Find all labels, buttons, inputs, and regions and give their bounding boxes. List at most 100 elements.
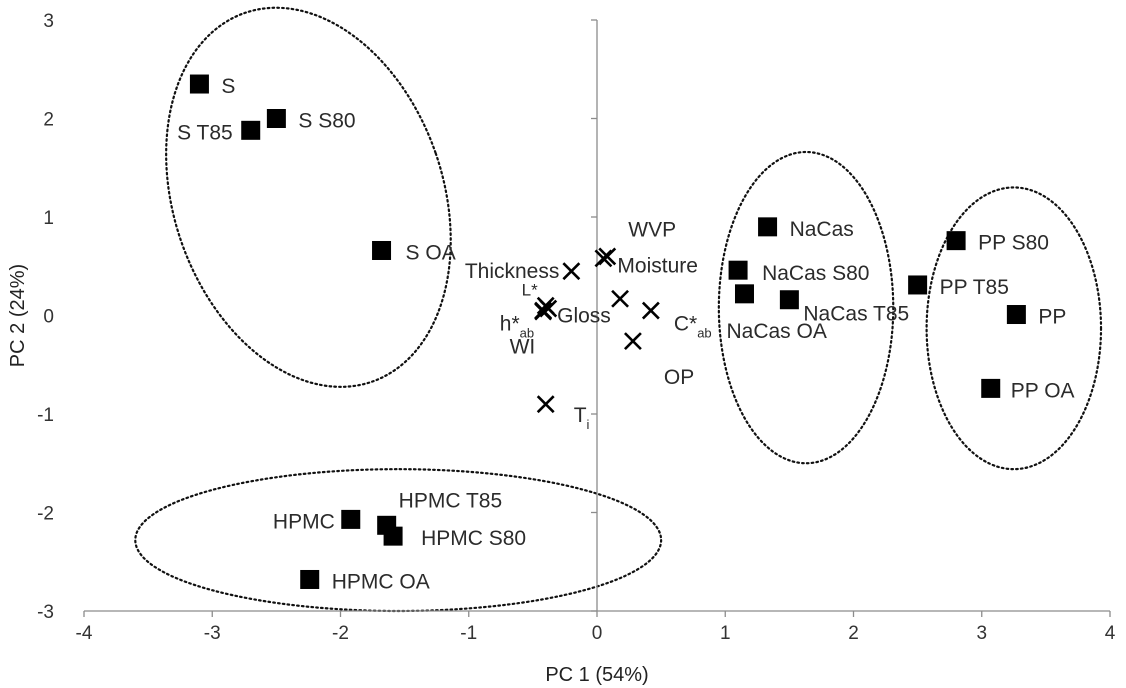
cluster-ellipse-nacas-group bbox=[717, 150, 895, 465]
point-label-s-t85: S T85 bbox=[177, 121, 233, 144]
y-tick-label: 2 bbox=[43, 110, 54, 131]
point-marker-nacas-t85 bbox=[779, 290, 799, 310]
x-tick-label: -2 bbox=[332, 623, 349, 644]
point-label-c: C*ab bbox=[674, 313, 712, 341]
point-label-op: OP bbox=[664, 366, 694, 389]
x-tick-label: -3 bbox=[204, 623, 221, 644]
point-label-text: S S80 bbox=[298, 110, 355, 133]
y-tick-label: -3 bbox=[37, 602, 54, 623]
point-label-text: PP bbox=[1038, 306, 1066, 329]
y-tick-label: -2 bbox=[37, 504, 54, 525]
y-tick-label: 1 bbox=[43, 208, 54, 229]
point-label-nacas-oa: NaCas OA bbox=[726, 320, 826, 343]
point-marker-s bbox=[189, 74, 209, 94]
point-marker-hpmc-oa bbox=[300, 569, 320, 589]
point-label-s: S bbox=[221, 75, 235, 98]
point-label-text: C* bbox=[674, 313, 697, 336]
point-label-text: T bbox=[574, 404, 587, 427]
point-marker-pp-oa bbox=[981, 378, 1001, 398]
point-label-text: L* bbox=[522, 281, 538, 300]
x-tick-label: 1 bbox=[720, 623, 731, 644]
loading-marker-thickness bbox=[562, 262, 581, 281]
point-marker-nacas-oa bbox=[734, 284, 754, 304]
point-label-pp-oa: PP OA bbox=[1011, 379, 1075, 402]
point-label-hpmc-s80: HPMC S80 bbox=[421, 527, 526, 550]
point-label-text: Thickness bbox=[465, 260, 560, 283]
y-axis-title: PC 2 (24%) bbox=[7, 264, 29, 367]
point-label-s-oa: S OA bbox=[406, 241, 456, 264]
point-label-pp-t85: PP T85 bbox=[940, 276, 1009, 299]
loading-marker-moisture bbox=[594, 249, 613, 268]
point-marker-hpmc bbox=[341, 509, 361, 529]
x-tick-label: 0 bbox=[592, 623, 603, 644]
axes: -4 -3 -2 -1 0 1 2 3 4 3 2 1 0 -1 -2 -3 bbox=[37, 11, 1116, 644]
x-axis-title: PC 1 (54%) bbox=[545, 664, 648, 686]
point-marker-s-t85 bbox=[241, 120, 261, 140]
point-label-s-s80: S S80 bbox=[298, 110, 355, 133]
x-tick-label: 4 bbox=[1105, 623, 1116, 644]
point-label-thickness: Thickness bbox=[465, 260, 560, 283]
point-label-text: HPMC bbox=[273, 510, 335, 533]
point-label-text: PP OA bbox=[1011, 379, 1075, 402]
point-label-text: PP S80 bbox=[978, 232, 1049, 255]
point-label-text: Moisture bbox=[617, 254, 698, 277]
point-label-nacas: NaCas bbox=[790, 218, 854, 241]
y-ticks: 3 2 1 0 -1 -2 -3 bbox=[37, 11, 597, 623]
loading-marker-c bbox=[641, 301, 660, 320]
data-points bbox=[189, 74, 1026, 589]
point-label-l: L* bbox=[522, 281, 538, 300]
cluster-ellipse-s-group bbox=[165, 6, 452, 388]
point-label-text: Gloss bbox=[557, 305, 611, 328]
point-label-text: S bbox=[221, 75, 235, 98]
point-marker-pp-s80 bbox=[946, 231, 966, 251]
point-label-nacas-t85: NaCas T85 bbox=[803, 303, 909, 326]
point-label-subscript: ab bbox=[697, 326, 711, 341]
loading-marker bbox=[611, 289, 630, 308]
point-label-t: Ti bbox=[574, 404, 590, 432]
x-tick-label: 3 bbox=[976, 623, 987, 644]
point-label-text: PP T85 bbox=[940, 276, 1009, 299]
loading-marker-wvp bbox=[598, 247, 617, 266]
point-label-hpmc-oa: HPMC OA bbox=[332, 570, 430, 593]
point-label-text: WI bbox=[510, 336, 536, 359]
y-tick-label: 0 bbox=[43, 307, 54, 328]
point-label-text: S OA bbox=[406, 241, 456, 264]
point-label-subscript: ab bbox=[520, 326, 534, 341]
point-label-hpmc: HPMC bbox=[273, 510, 335, 533]
point-label-text: HPMC T85 bbox=[399, 489, 502, 512]
point-label-text: h* bbox=[500, 313, 520, 336]
point-label-hpmc-t85: HPMC T85 bbox=[399, 489, 502, 512]
point-label-wvp: WVP bbox=[628, 218, 676, 241]
loading-marker-t bbox=[536, 395, 555, 414]
point-label-nacas-s80: NaCas S80 bbox=[762, 262, 869, 285]
point-label-h: h*ab bbox=[500, 313, 534, 341]
point-label-pp: PP bbox=[1038, 306, 1066, 329]
point-marker-nacas-s80 bbox=[728, 260, 748, 280]
point-marker-pp-t85 bbox=[908, 275, 928, 295]
point-label-text: HPMC OA bbox=[332, 570, 430, 593]
point-label-subscript: i bbox=[587, 417, 590, 432]
point-label-text: OP bbox=[664, 366, 694, 389]
y-tick-label: 3 bbox=[43, 11, 54, 32]
x-tick-label: -1 bbox=[460, 623, 477, 644]
point-label-pp-s80: PP S80 bbox=[978, 232, 1049, 255]
y-tick-label: -1 bbox=[37, 405, 54, 426]
point-marker-s-s80 bbox=[266, 109, 286, 128]
point-label-text: HPMC S80 bbox=[421, 527, 526, 550]
point-label-text: NaCas S80 bbox=[762, 262, 869, 285]
point-label-gloss: Gloss bbox=[557, 305, 611, 328]
x-tick-label: 2 bbox=[848, 623, 859, 644]
point-marker-pp bbox=[1006, 305, 1026, 325]
point-labels: S S S80 S T85 S OA HPMC HPMC T85 HPMC S80 HPMC … bbox=[177, 75, 1074, 593]
x-ticks: -4 -3 -2 -1 0 1 2 3 4 bbox=[76, 611, 1116, 644]
point-label-text: WVP bbox=[628, 218, 676, 241]
point-label-text: S T85 bbox=[177, 121, 233, 144]
point-label-text: NaCas T85 bbox=[803, 303, 909, 326]
point-marker-nacas bbox=[758, 217, 778, 237]
point-marker-s-oa bbox=[372, 240, 392, 260]
x-tick-label: -4 bbox=[76, 623, 93, 644]
loading-marker-op bbox=[623, 332, 642, 351]
loading-marker-wi bbox=[539, 299, 558, 318]
point-label-text: NaCas bbox=[790, 218, 854, 241]
